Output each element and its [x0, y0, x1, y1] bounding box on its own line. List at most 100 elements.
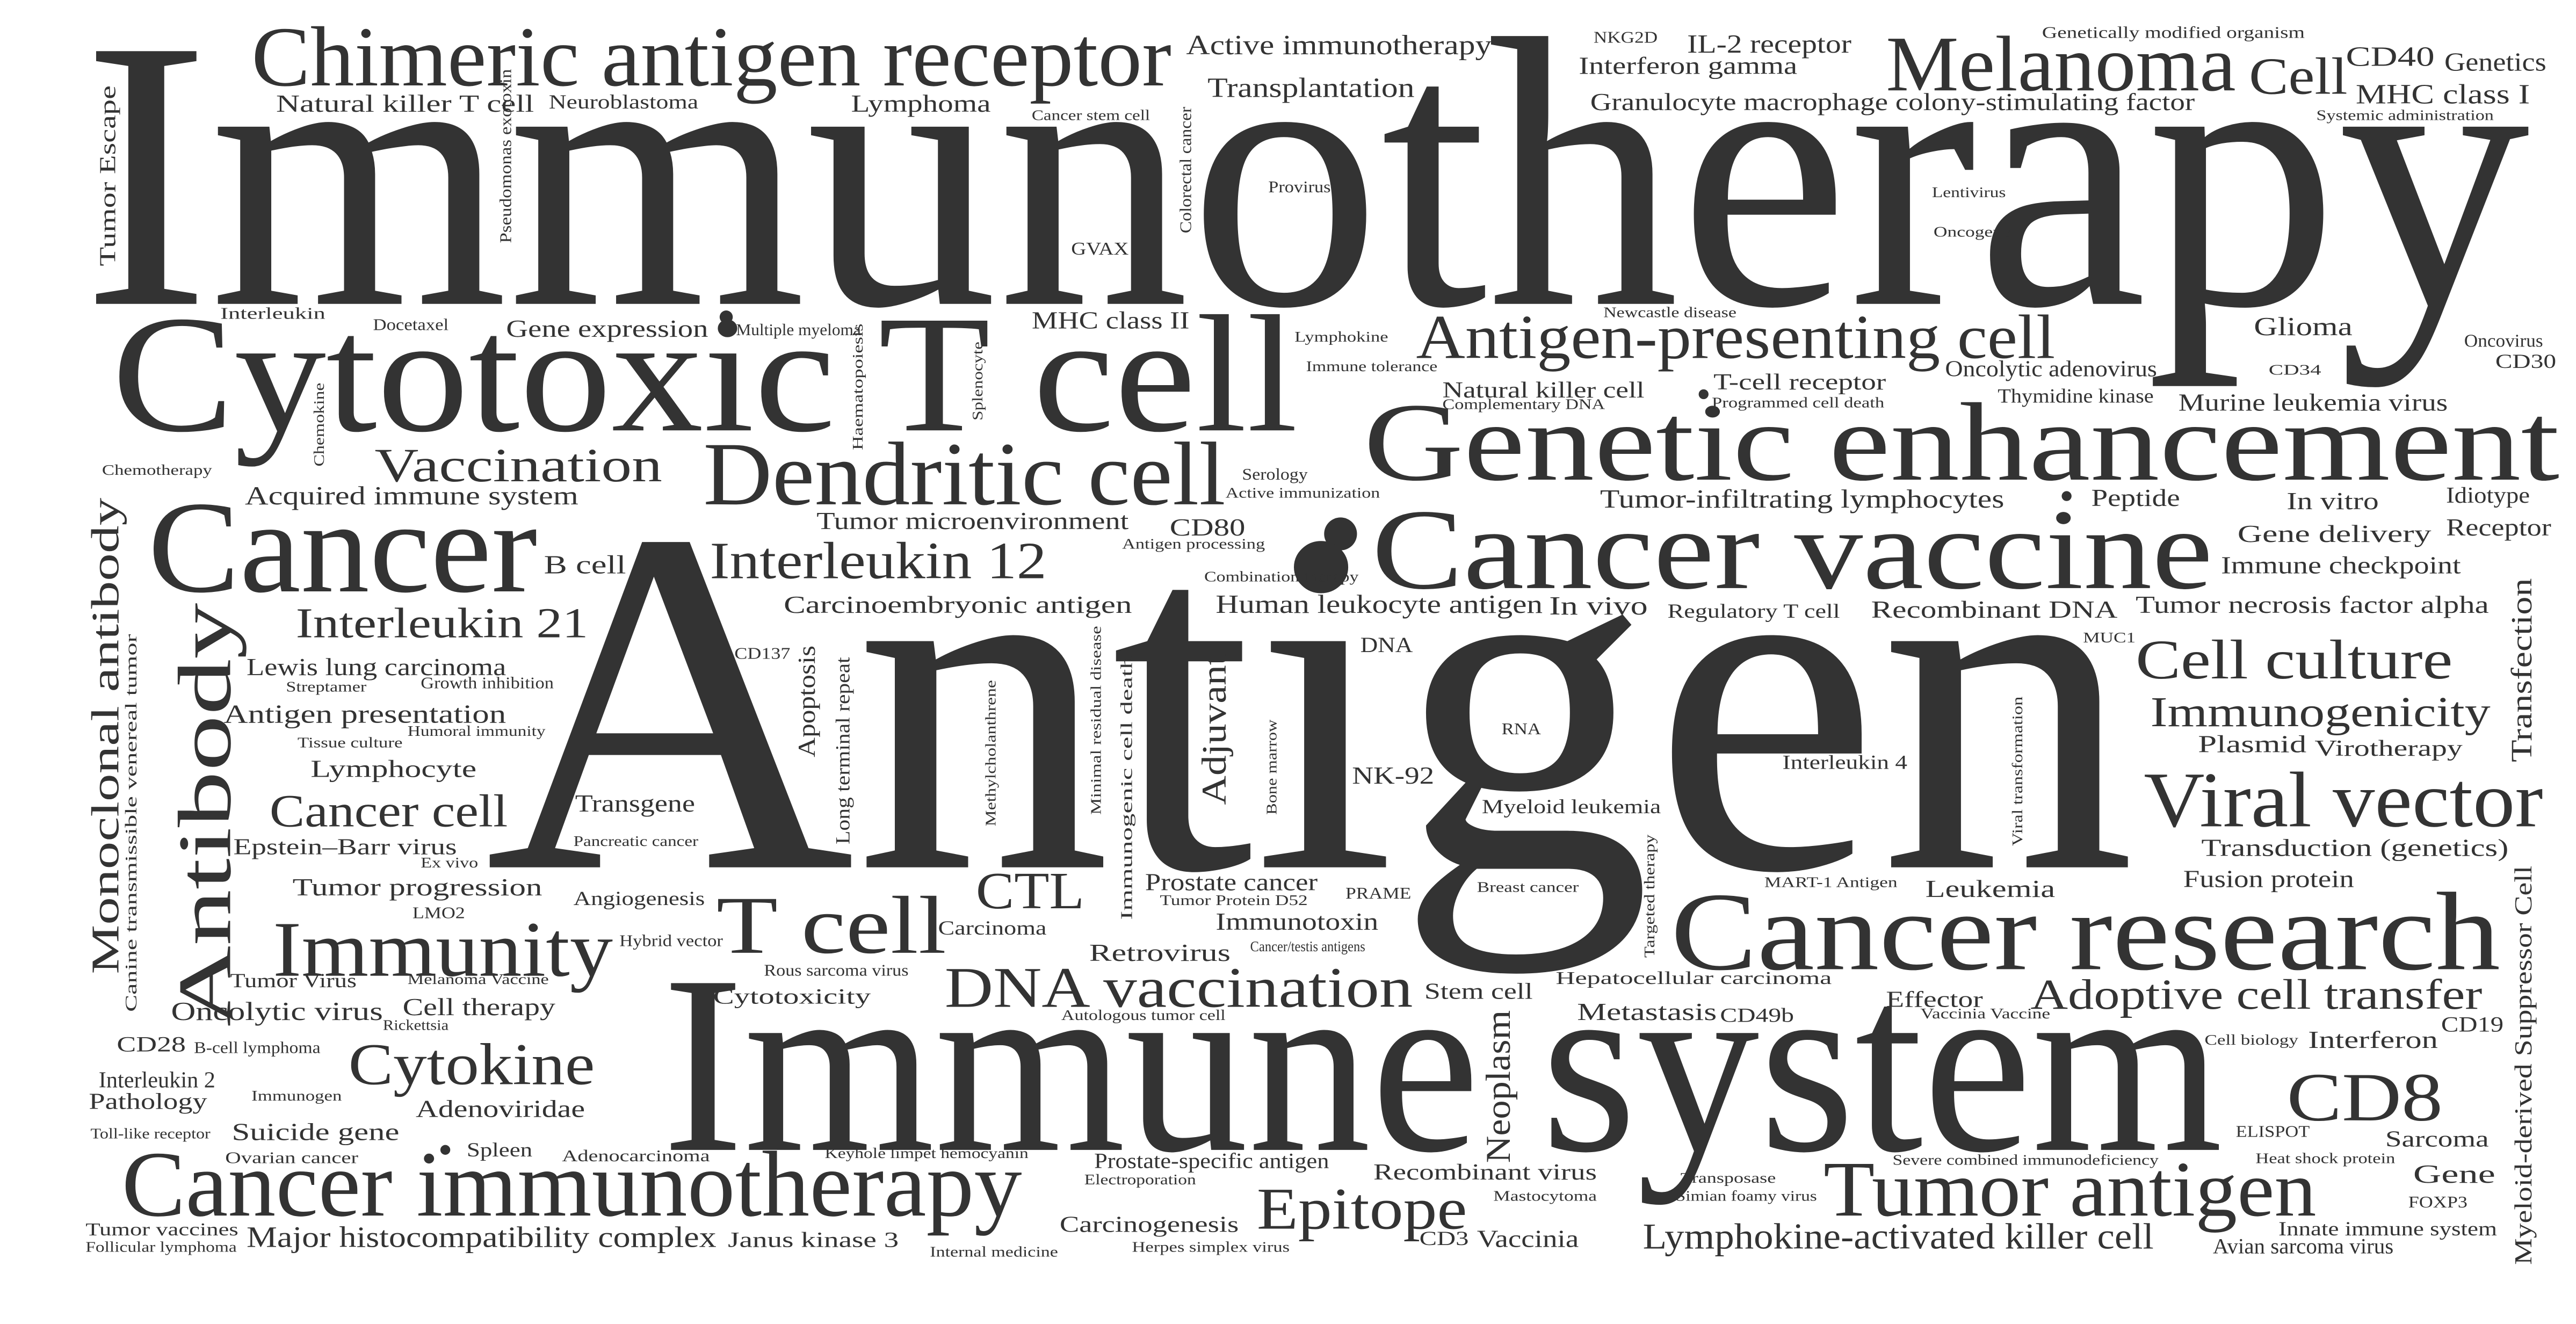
- word-humoral-immunity: Humoral immunity: [408, 722, 546, 739]
- word-receptor: Receptor: [2446, 513, 2551, 541]
- word-sarcoma: Sarcoma: [2385, 1127, 2489, 1152]
- word-epstein-barr-virus: Epstein–Barr virus: [234, 834, 457, 859]
- word-stem-cell: Stem cell: [1424, 979, 1533, 1004]
- word-tumor-microenvironment: Tumor microenvironment: [816, 507, 1128, 534]
- word-pancreatic-cancer: Pancreatic cancer: [574, 833, 698, 849]
- word-programmed-cell-death: Programmed cell death: [1712, 394, 1884, 410]
- word-interleukin-21: Interleukin 21: [296, 600, 588, 647]
- word-lymphokine: Lymphokine: [1294, 328, 1388, 345]
- word-immunogenic-cell-death: Immunogenic cell death: [1117, 655, 1135, 920]
- word-rna: RNA: [1502, 720, 1541, 738]
- word-genetically-modified-organism: Genetically modified organism: [2042, 23, 2305, 41]
- word-provirus: Provirus: [1268, 178, 1330, 196]
- word-human-leukocyte-antigen: Human leukocyte antigen: [1215, 589, 1543, 619]
- word-cancer-cell: Cancer cell: [270, 785, 508, 836]
- word-spleen: Spleen: [467, 1139, 532, 1161]
- word-transfection: Transfection: [2505, 578, 2538, 763]
- word-cd19: CD19: [2441, 1013, 2503, 1037]
- word-adjuvant: Adjuvant: [1195, 654, 1233, 805]
- word-neoplasm: Neoplasm: [1479, 1010, 1517, 1163]
- word-fusion-protein: Fusion protein: [2183, 865, 2354, 892]
- word-il-2-receptor: IL-2 receptor: [1687, 29, 1851, 59]
- word-interleukin-12: Interleukin 12: [710, 532, 1046, 590]
- word-tumor-progression: Tumor progression: [293, 873, 542, 901]
- word-antibody: Antibody: [163, 603, 247, 1026]
- word-nkg2d: NKG2D: [1594, 28, 1658, 47]
- word-cd137: CD137: [734, 644, 790, 662]
- word-myeloid-derived-suppressor-cell: Myeloid-derived Suppressor Cell: [2509, 866, 2537, 1265]
- word-interleukin-2: Interleukin 2: [99, 1068, 215, 1093]
- word-interleukin: Interleukin: [220, 304, 325, 322]
- word-b-cell-lymphoma: B-cell lymphoma: [194, 1038, 321, 1057]
- word-antigen-presenting-cell: Antigen-presenting cell: [1416, 303, 2056, 372]
- word-cytotoxic-t-cell: Cytotoxic T cell: [112, 281, 1298, 467]
- word-tumor-vaccines: Tumor vaccines: [85, 1220, 238, 1240]
- word-active-immunotherapy: Active immunotherapy: [1186, 30, 1492, 61]
- word-chemotherapy: Chemotherapy: [102, 461, 212, 478]
- word-genetic-enhancement: Genetic enhancement: [1364, 380, 2559, 504]
- word-gene: Gene: [2413, 1159, 2495, 1189]
- word-serology: Serology: [1242, 465, 1308, 483]
- word-mart-1-antigen: MART-1 Antigen: [1764, 873, 1898, 890]
- word-cd34: CD34: [2269, 361, 2321, 378]
- word-oncolytic-virus: Oncolytic virus: [171, 996, 383, 1026]
- word-viral-vector: Viral vector: [2144, 756, 2543, 843]
- word-melanoma: Melanoma: [1886, 20, 2235, 107]
- word-t-cell-receptor: T-cell receptor: [1713, 370, 1886, 395]
- word-vaccinia: Vaccinia: [1477, 1225, 1579, 1252]
- word-hybrid-vector: Hybrid vector: [619, 932, 723, 950]
- word-immunogenicity: Immunogenicity: [2151, 689, 2491, 736]
- word-immune-tolerance: Immune tolerance: [1306, 358, 1438, 374]
- word-cd30: CD30: [2495, 350, 2556, 372]
- word-cancer: Cancer: [148, 474, 538, 620]
- word-interferon: Interferon: [2308, 1026, 2438, 1053]
- word-cytokine: Cytokine: [349, 1031, 595, 1097]
- word-cancer-research: Cancer research: [1671, 870, 2500, 993]
- word-lmo2: LMO2: [413, 904, 465, 922]
- word-prostate-specific-antigen: Prostate-specific antigen: [1094, 1149, 1329, 1173]
- word-cell-biology: Cell biology: [2205, 1031, 2299, 1048]
- word-splenocyte: Splenocyte: [969, 342, 986, 421]
- word-murine-leukemia-virus: Murine leukemia virus: [2179, 389, 2448, 416]
- decorative-dot: [1324, 517, 1357, 551]
- word-vaccinia-vaccine: Vaccinia Vaccine: [1920, 1005, 2050, 1022]
- word-cancer-testis-antigens: Cancer/testis antigens: [1250, 938, 1365, 954]
- word-oncolytic-adenovirus: Oncolytic adenovirus: [1945, 356, 2157, 381]
- word-granulocyte-macrophage-colony-stimulating-factor: Granulocyte macrophage colony-stimulatin…: [1590, 88, 2195, 115]
- word-antigen-presentation: Antigen presentation: [223, 699, 506, 729]
- word-antigen-processing: Antigen processing: [1122, 535, 1265, 552]
- word-newcastle-disease: Newcastle disease: [1603, 303, 1736, 320]
- word-cytotoxicity: Cytotoxicity: [713, 985, 871, 1009]
- word-dendritic-cell: Dendritic cell: [703, 424, 1226, 524]
- word-gvax: GVAX: [1071, 239, 1128, 259]
- word-herpes-simplex-virus: Herpes simplex virus: [1132, 1238, 1290, 1255]
- word-hepatocellular-carcinoma: Hepatocellular carcinoma: [1556, 968, 1832, 988]
- word-cancer-vaccine: Cancer vaccine: [1372, 486, 2213, 613]
- word-plasmid: Plasmid: [2198, 730, 2306, 758]
- word-natural-killer-cell: Natural killer cell: [1442, 378, 1644, 403]
- decorative-dot: [1698, 389, 1709, 400]
- word-transplantation: Transplantation: [1207, 73, 1414, 103]
- word-cancer-immunotherapy: Cancer immunotherapy: [122, 1132, 1022, 1236]
- word-ctl: CTL: [976, 862, 1084, 920]
- word-prostate-cancer: Prostate cancer: [1145, 869, 1318, 896]
- word-complementary-dna: Complementary DNA: [1442, 396, 1605, 413]
- word-mhc-class-ii: MHC class II: [1032, 307, 1190, 334]
- word-cell: Cell: [2249, 47, 2347, 105]
- word-combination-therapy: Combination therapy: [1204, 568, 1359, 585]
- word-mhc-class-i: MHC class I: [2356, 79, 2530, 110]
- word-cd3: CD3: [1420, 1227, 1469, 1249]
- word-viral-transformation: Viral transformation: [2009, 696, 2025, 846]
- word-idiotype: Idiotype: [2446, 483, 2530, 508]
- word-prame: PRAME: [1345, 884, 1411, 902]
- word-dna-vaccination: DNA vaccination: [945, 957, 1413, 1020]
- word-vaccination: Vaccination: [375, 439, 662, 492]
- word-rous-sarcoma-virus: Rous sarcoma virus: [764, 961, 908, 980]
- word-major-histocompatibility-complex: Major histocompatibility complex: [247, 1220, 717, 1253]
- word-lymphocyte: Lymphocyte: [310, 755, 476, 783]
- word-cell-culture: Cell culture: [2136, 629, 2452, 691]
- word-carcinogenesis: Carcinogenesis: [1060, 1212, 1239, 1238]
- word-oncogene: Oncogene: [1934, 223, 2011, 240]
